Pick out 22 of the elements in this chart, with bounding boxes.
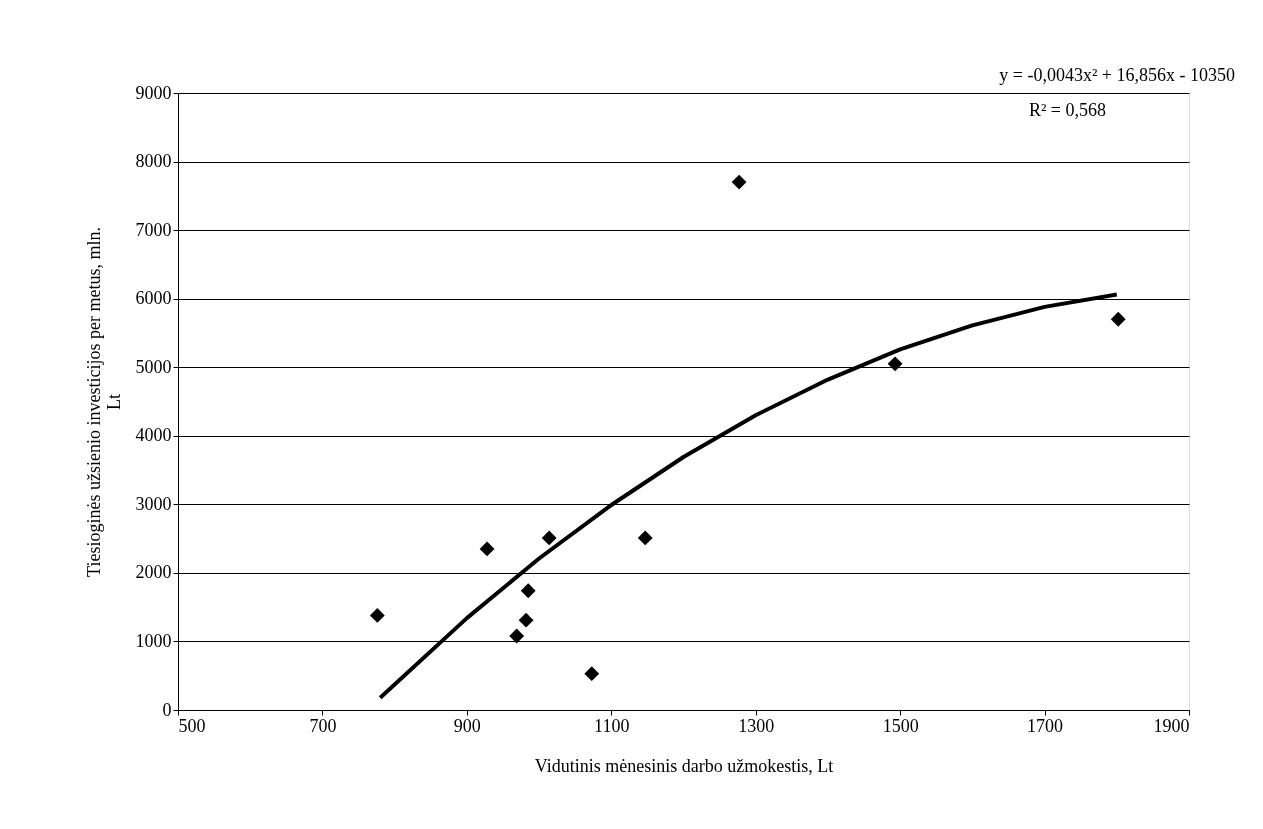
y-tick-label: 1000: [135, 630, 172, 651]
annotation: R² = 0,568: [1028, 100, 1106, 120]
text: y = -0,0043x² + 16,856x - 10350: [999, 65, 1235, 85]
y-tick-label: 6000: [135, 288, 172, 309]
x-tick-label: 700: [309, 715, 337, 736]
x-tick-label: 1300: [738, 715, 775, 736]
x-tick-label: 900: [453, 715, 481, 736]
y-tick-label: 3000: [135, 493, 172, 514]
y-tick-label: 7000: [135, 219, 172, 240]
x-tick-label: 1500: [882, 715, 919, 736]
x-tick-label: 1900: [1153, 715, 1190, 736]
y-tick-label: 9000: [135, 82, 172, 103]
x-tick-label: 1700: [1027, 715, 1064, 736]
x-axis-title: Vidutinis mėnesinis darbo užmokestis, Lt: [534, 755, 834, 776]
y-tick-label: 0: [162, 699, 172, 720]
y-tick-label: 5000: [135, 356, 172, 377]
y-tick-label: 8000: [135, 151, 172, 172]
x-tick-label: 1100: [594, 715, 630, 736]
y-tick-label: 4000: [135, 425, 172, 446]
x-tick-label: 500: [178, 715, 206, 736]
y-axis-title: Tiesioginės užsienio investicijos per metus, mln. Lt: [83, 227, 124, 577]
y-tick-label: 2000: [135, 562, 172, 583]
